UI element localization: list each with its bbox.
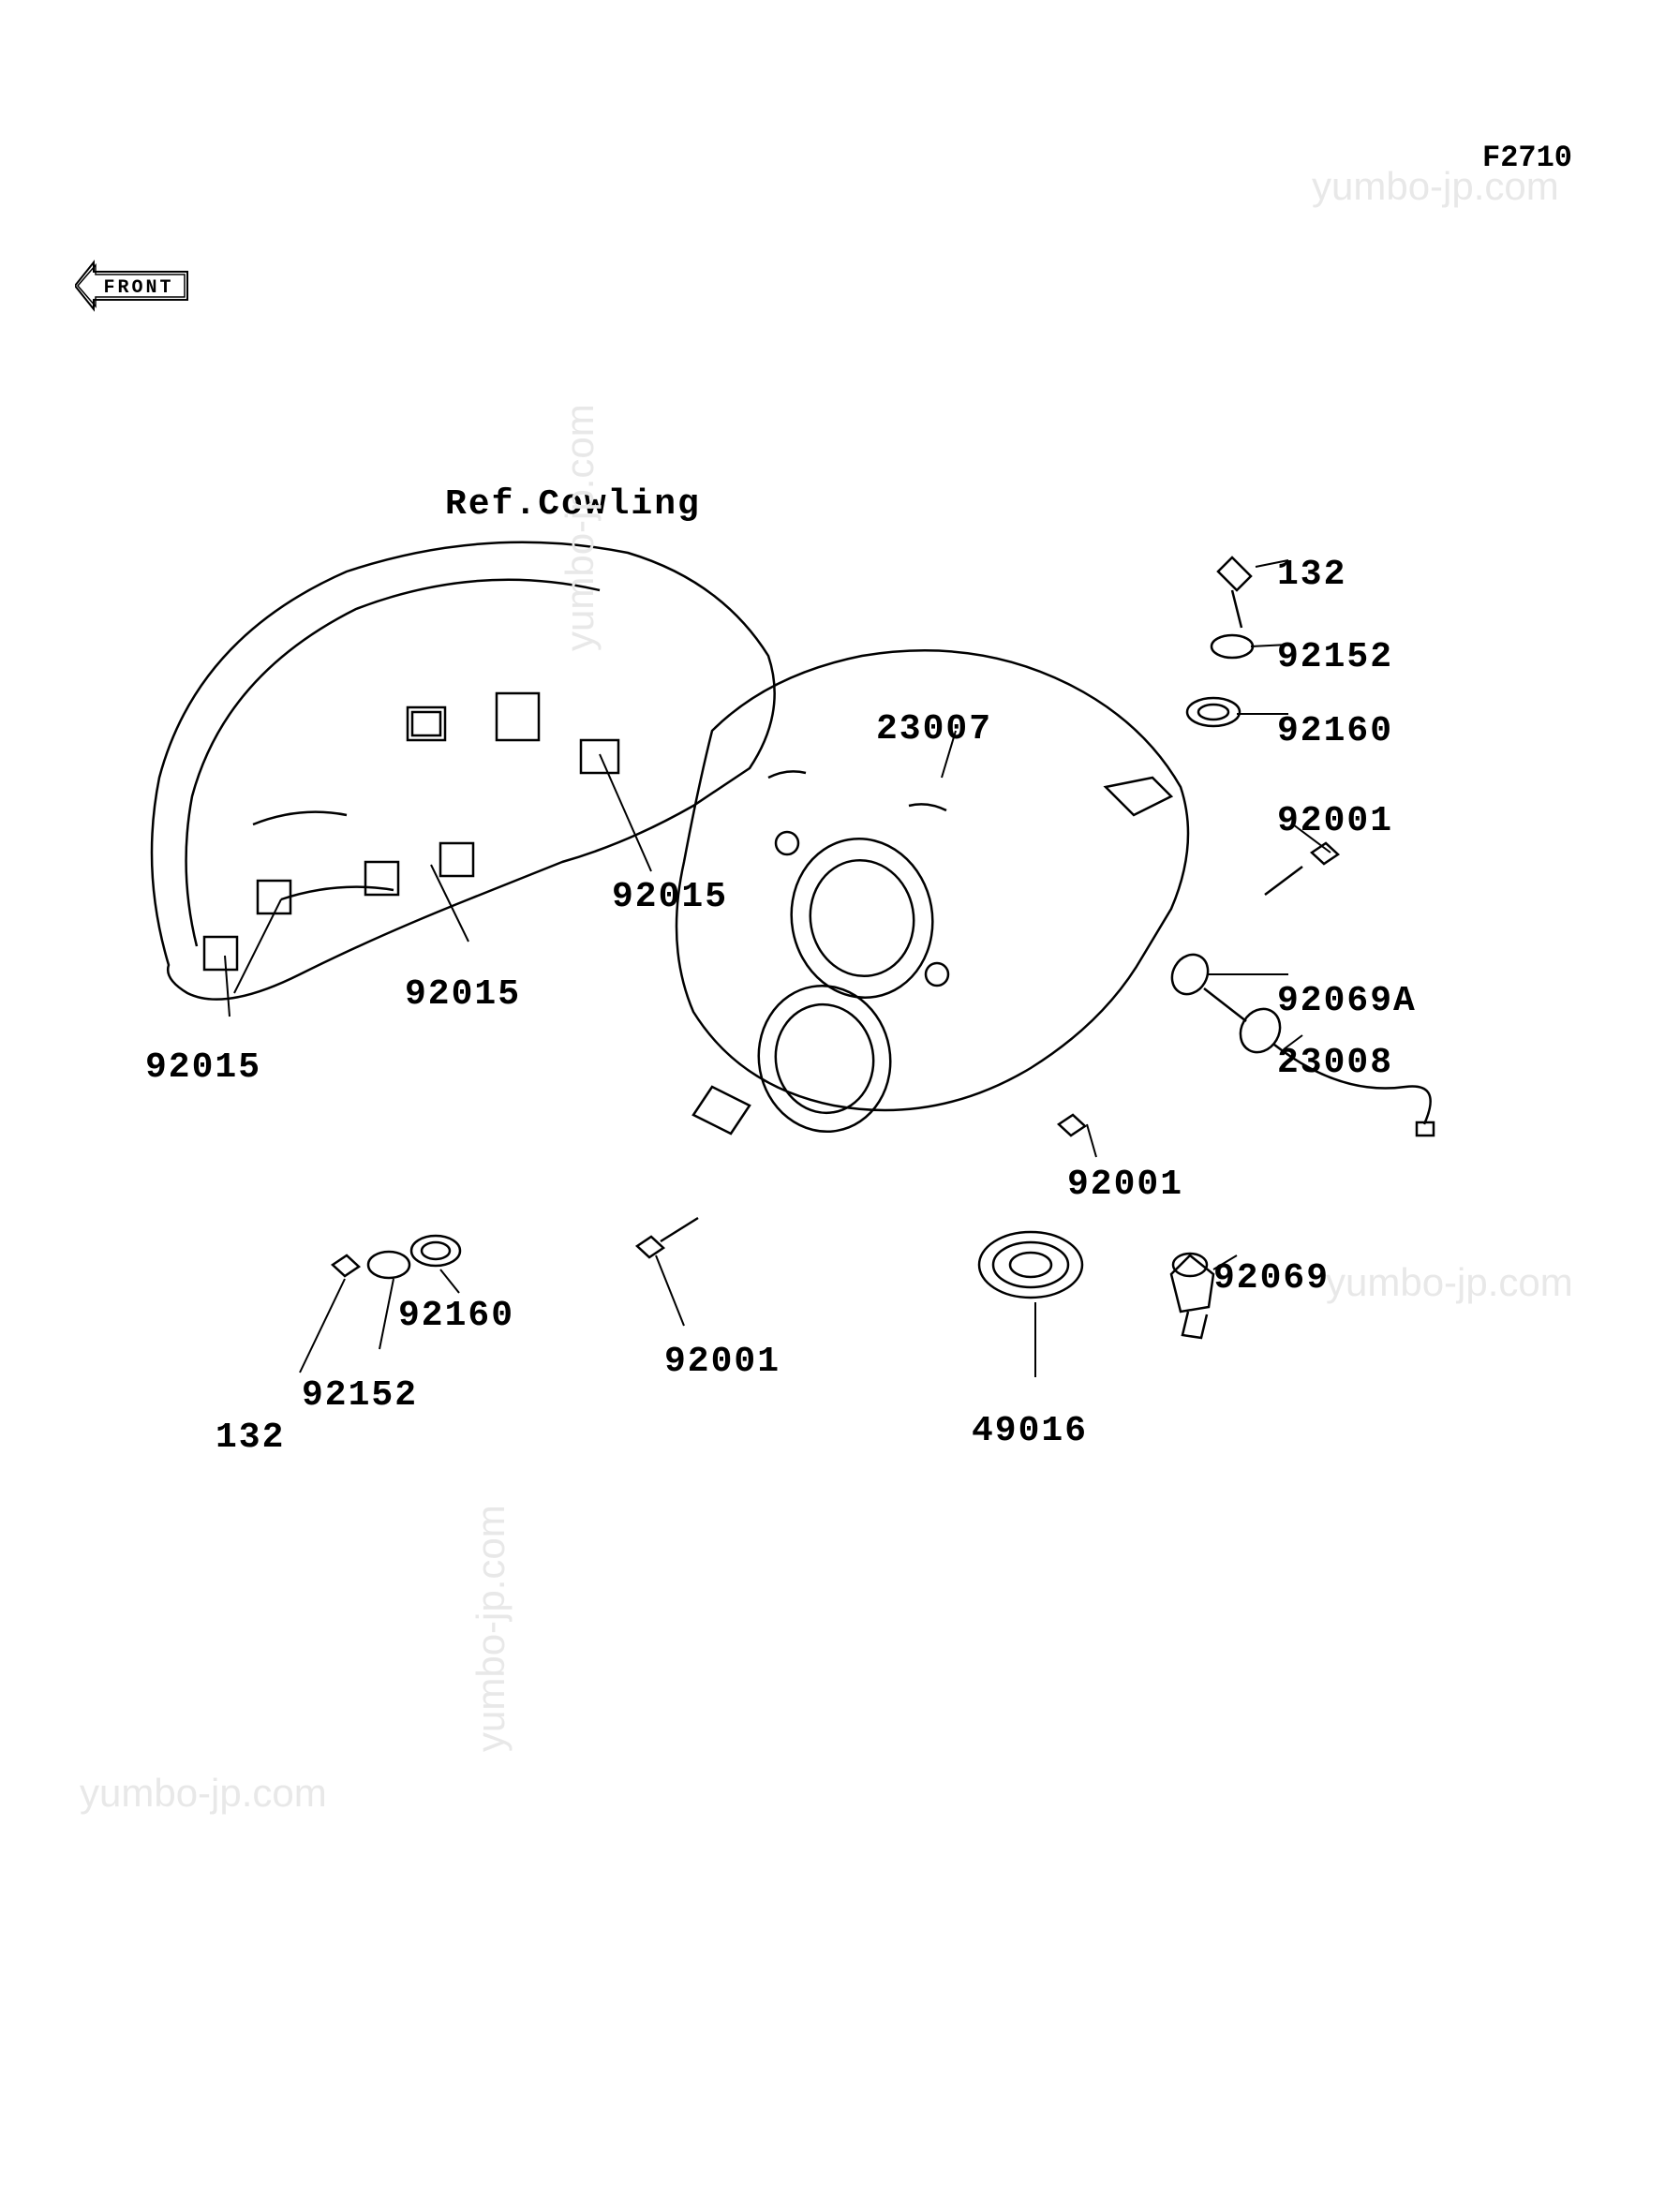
part-label-92069A: 92069A <box>1277 981 1417 1021</box>
watermark: yumbo-jp.com <box>468 1505 513 1752</box>
part-label-92069: 92069 <box>1213 1258 1330 1299</box>
part-label-23008: 23008 <box>1277 1043 1393 1083</box>
part-label-92001-mid: 92001 <box>1067 1165 1183 1205</box>
part-label-92015-a: 92015 <box>612 877 728 917</box>
part-label-92015-b: 92015 <box>405 974 521 1015</box>
ref-code: F2710 <box>1482 141 1572 175</box>
part-label-92001-bottom: 92001 <box>664 1342 781 1382</box>
watermark: yumbo-jp.com <box>80 1771 327 1816</box>
part-label-132-bottom: 132 <box>216 1418 285 1458</box>
part-label-92160-top: 92160 <box>1277 711 1393 751</box>
front-text: FRONT <box>103 277 173 299</box>
part-label-23007: 23007 <box>876 709 992 750</box>
part-label-92152-top: 92152 <box>1277 637 1393 677</box>
part-label-92015-c: 92015 <box>145 1047 261 1088</box>
part-label-49016: 49016 <box>972 1411 1088 1451</box>
part-label-92152-bottom: 92152 <box>302 1375 418 1416</box>
part-label-132-top: 132 <box>1277 555 1346 595</box>
front-arrow-badge: FRONT <box>75 258 187 309</box>
part-label-92160-bottom: 92160 <box>398 1296 514 1336</box>
diagram-container: FRONT F2710 Ref.Cowling <box>0 0 1680 2197</box>
part-label-92001-top: 92001 <box>1277 801 1393 841</box>
